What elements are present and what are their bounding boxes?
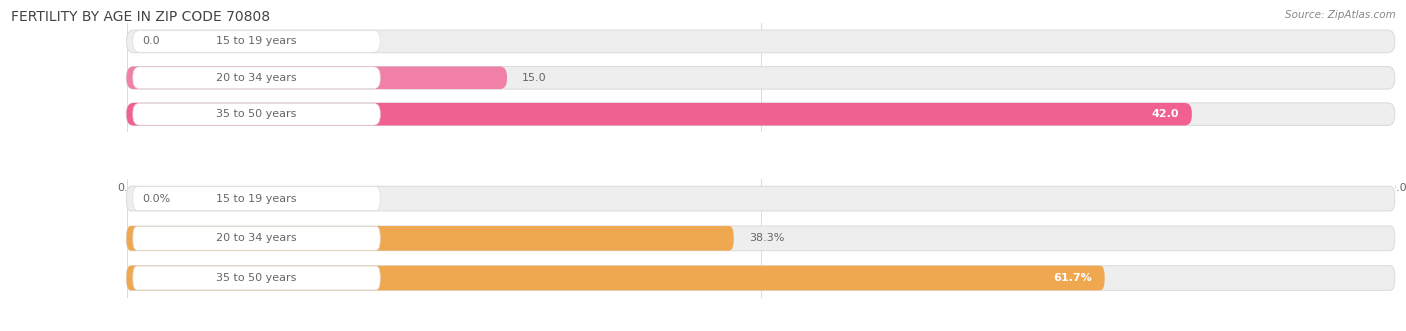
FancyBboxPatch shape <box>127 226 1395 251</box>
Text: 15.0: 15.0 <box>522 73 547 83</box>
Text: 20 to 34 years: 20 to 34 years <box>217 233 297 243</box>
FancyBboxPatch shape <box>127 266 1395 290</box>
Text: 0.0%: 0.0% <box>142 194 170 204</box>
FancyBboxPatch shape <box>127 186 1395 211</box>
FancyBboxPatch shape <box>134 67 380 89</box>
Text: 35 to 50 years: 35 to 50 years <box>217 273 297 283</box>
FancyBboxPatch shape <box>127 67 508 89</box>
FancyBboxPatch shape <box>134 187 380 211</box>
Text: 35 to 50 years: 35 to 50 years <box>217 109 297 119</box>
FancyBboxPatch shape <box>127 103 1395 125</box>
FancyBboxPatch shape <box>127 103 1192 125</box>
Text: Source: ZipAtlas.com: Source: ZipAtlas.com <box>1285 10 1396 20</box>
FancyBboxPatch shape <box>127 67 1395 89</box>
Text: 61.7%: 61.7% <box>1053 273 1092 283</box>
Text: 42.0: 42.0 <box>1152 109 1180 119</box>
Text: 0.0: 0.0 <box>142 36 159 46</box>
Text: 15 to 19 years: 15 to 19 years <box>217 36 297 46</box>
FancyBboxPatch shape <box>127 30 1395 53</box>
Text: FERTILITY BY AGE IN ZIP CODE 70808: FERTILITY BY AGE IN ZIP CODE 70808 <box>11 10 270 24</box>
FancyBboxPatch shape <box>127 226 734 251</box>
FancyBboxPatch shape <box>134 103 380 125</box>
Text: 20 to 34 years: 20 to 34 years <box>217 73 297 83</box>
FancyBboxPatch shape <box>134 266 380 290</box>
FancyBboxPatch shape <box>134 226 380 250</box>
FancyBboxPatch shape <box>134 30 380 52</box>
FancyBboxPatch shape <box>127 266 1105 290</box>
Text: 38.3%: 38.3% <box>749 233 785 243</box>
Text: 15 to 19 years: 15 to 19 years <box>217 194 297 204</box>
